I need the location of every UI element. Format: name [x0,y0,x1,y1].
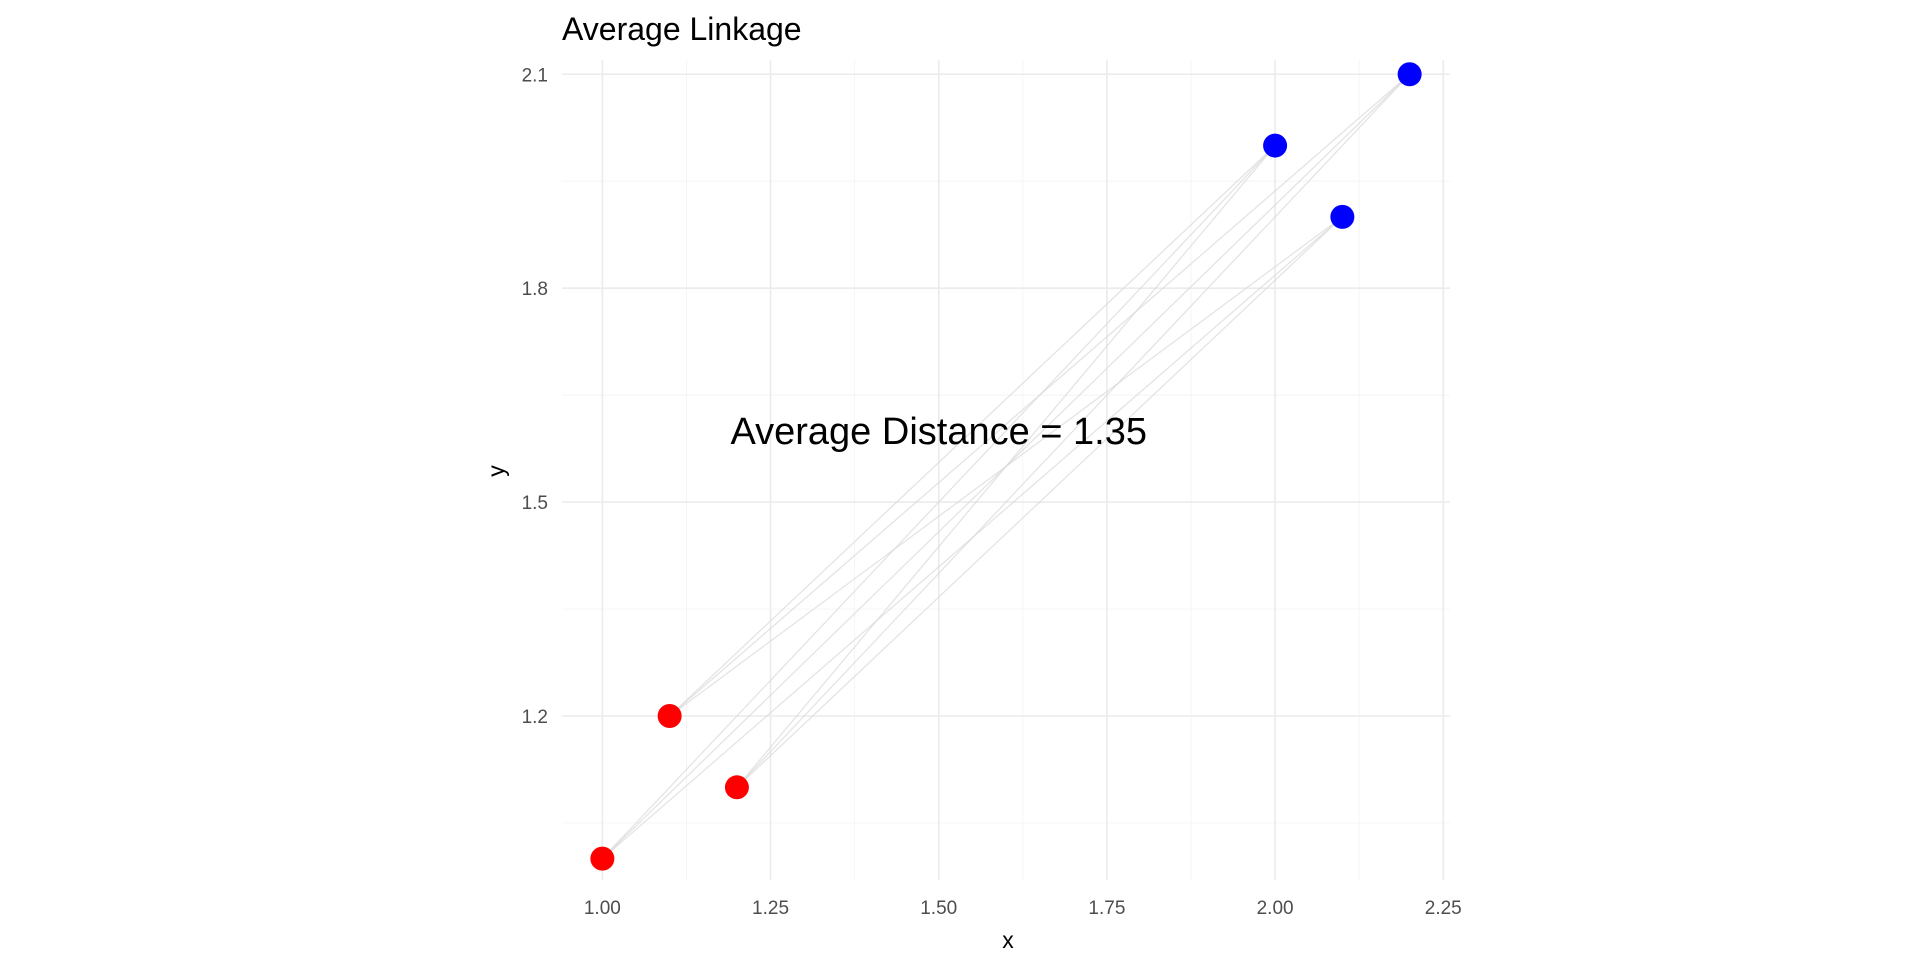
y-axis-tick-labels: 1.2 1.5 1.8 2.1 [522,65,548,728]
y-tick-label: 1.8 [522,279,548,300]
linkage-lines [601,73,1411,860]
red-cluster-point [724,775,749,800]
x-tick-label: 2.25 [1425,898,1462,919]
average-distance-annotation: Average Distance = 1.35 [730,411,1147,453]
y-tick-label: 1.5 [522,493,548,514]
linkage-line [669,145,1276,717]
y-axis-title: y [483,465,509,477]
x-axis-title: x [1002,927,1014,953]
y-tick-label: 2.1 [522,65,548,86]
red-cluster-point [590,846,615,871]
linkage-line [736,216,1343,788]
blue-cluster-point [1397,62,1422,87]
linkage-line [601,145,1276,860]
minor-gridlines [562,60,1450,880]
x-axis-tick-labels: 1.00 1.25 1.50 1.75 2.00 2.25 [584,898,1462,919]
x-tick-label: 1.25 [752,898,789,919]
y-tick-label: 1.2 [522,707,548,728]
x-tick-label: 1.50 [920,898,957,919]
data-points [590,62,1422,871]
blue-cluster-point [1263,133,1288,158]
chart-title: Average Linkage [562,11,802,47]
linkage-line [736,145,1276,788]
x-tick-label: 1.00 [584,898,621,919]
red-cluster-point [657,704,682,728]
linkage-line [736,73,1411,788]
major-gridlines [562,60,1450,880]
linkage-line [669,73,1411,717]
x-tick-label: 2.00 [1257,898,1294,919]
blue-cluster-point [1330,204,1355,229]
x-tick-label: 1.75 [1088,898,1125,919]
